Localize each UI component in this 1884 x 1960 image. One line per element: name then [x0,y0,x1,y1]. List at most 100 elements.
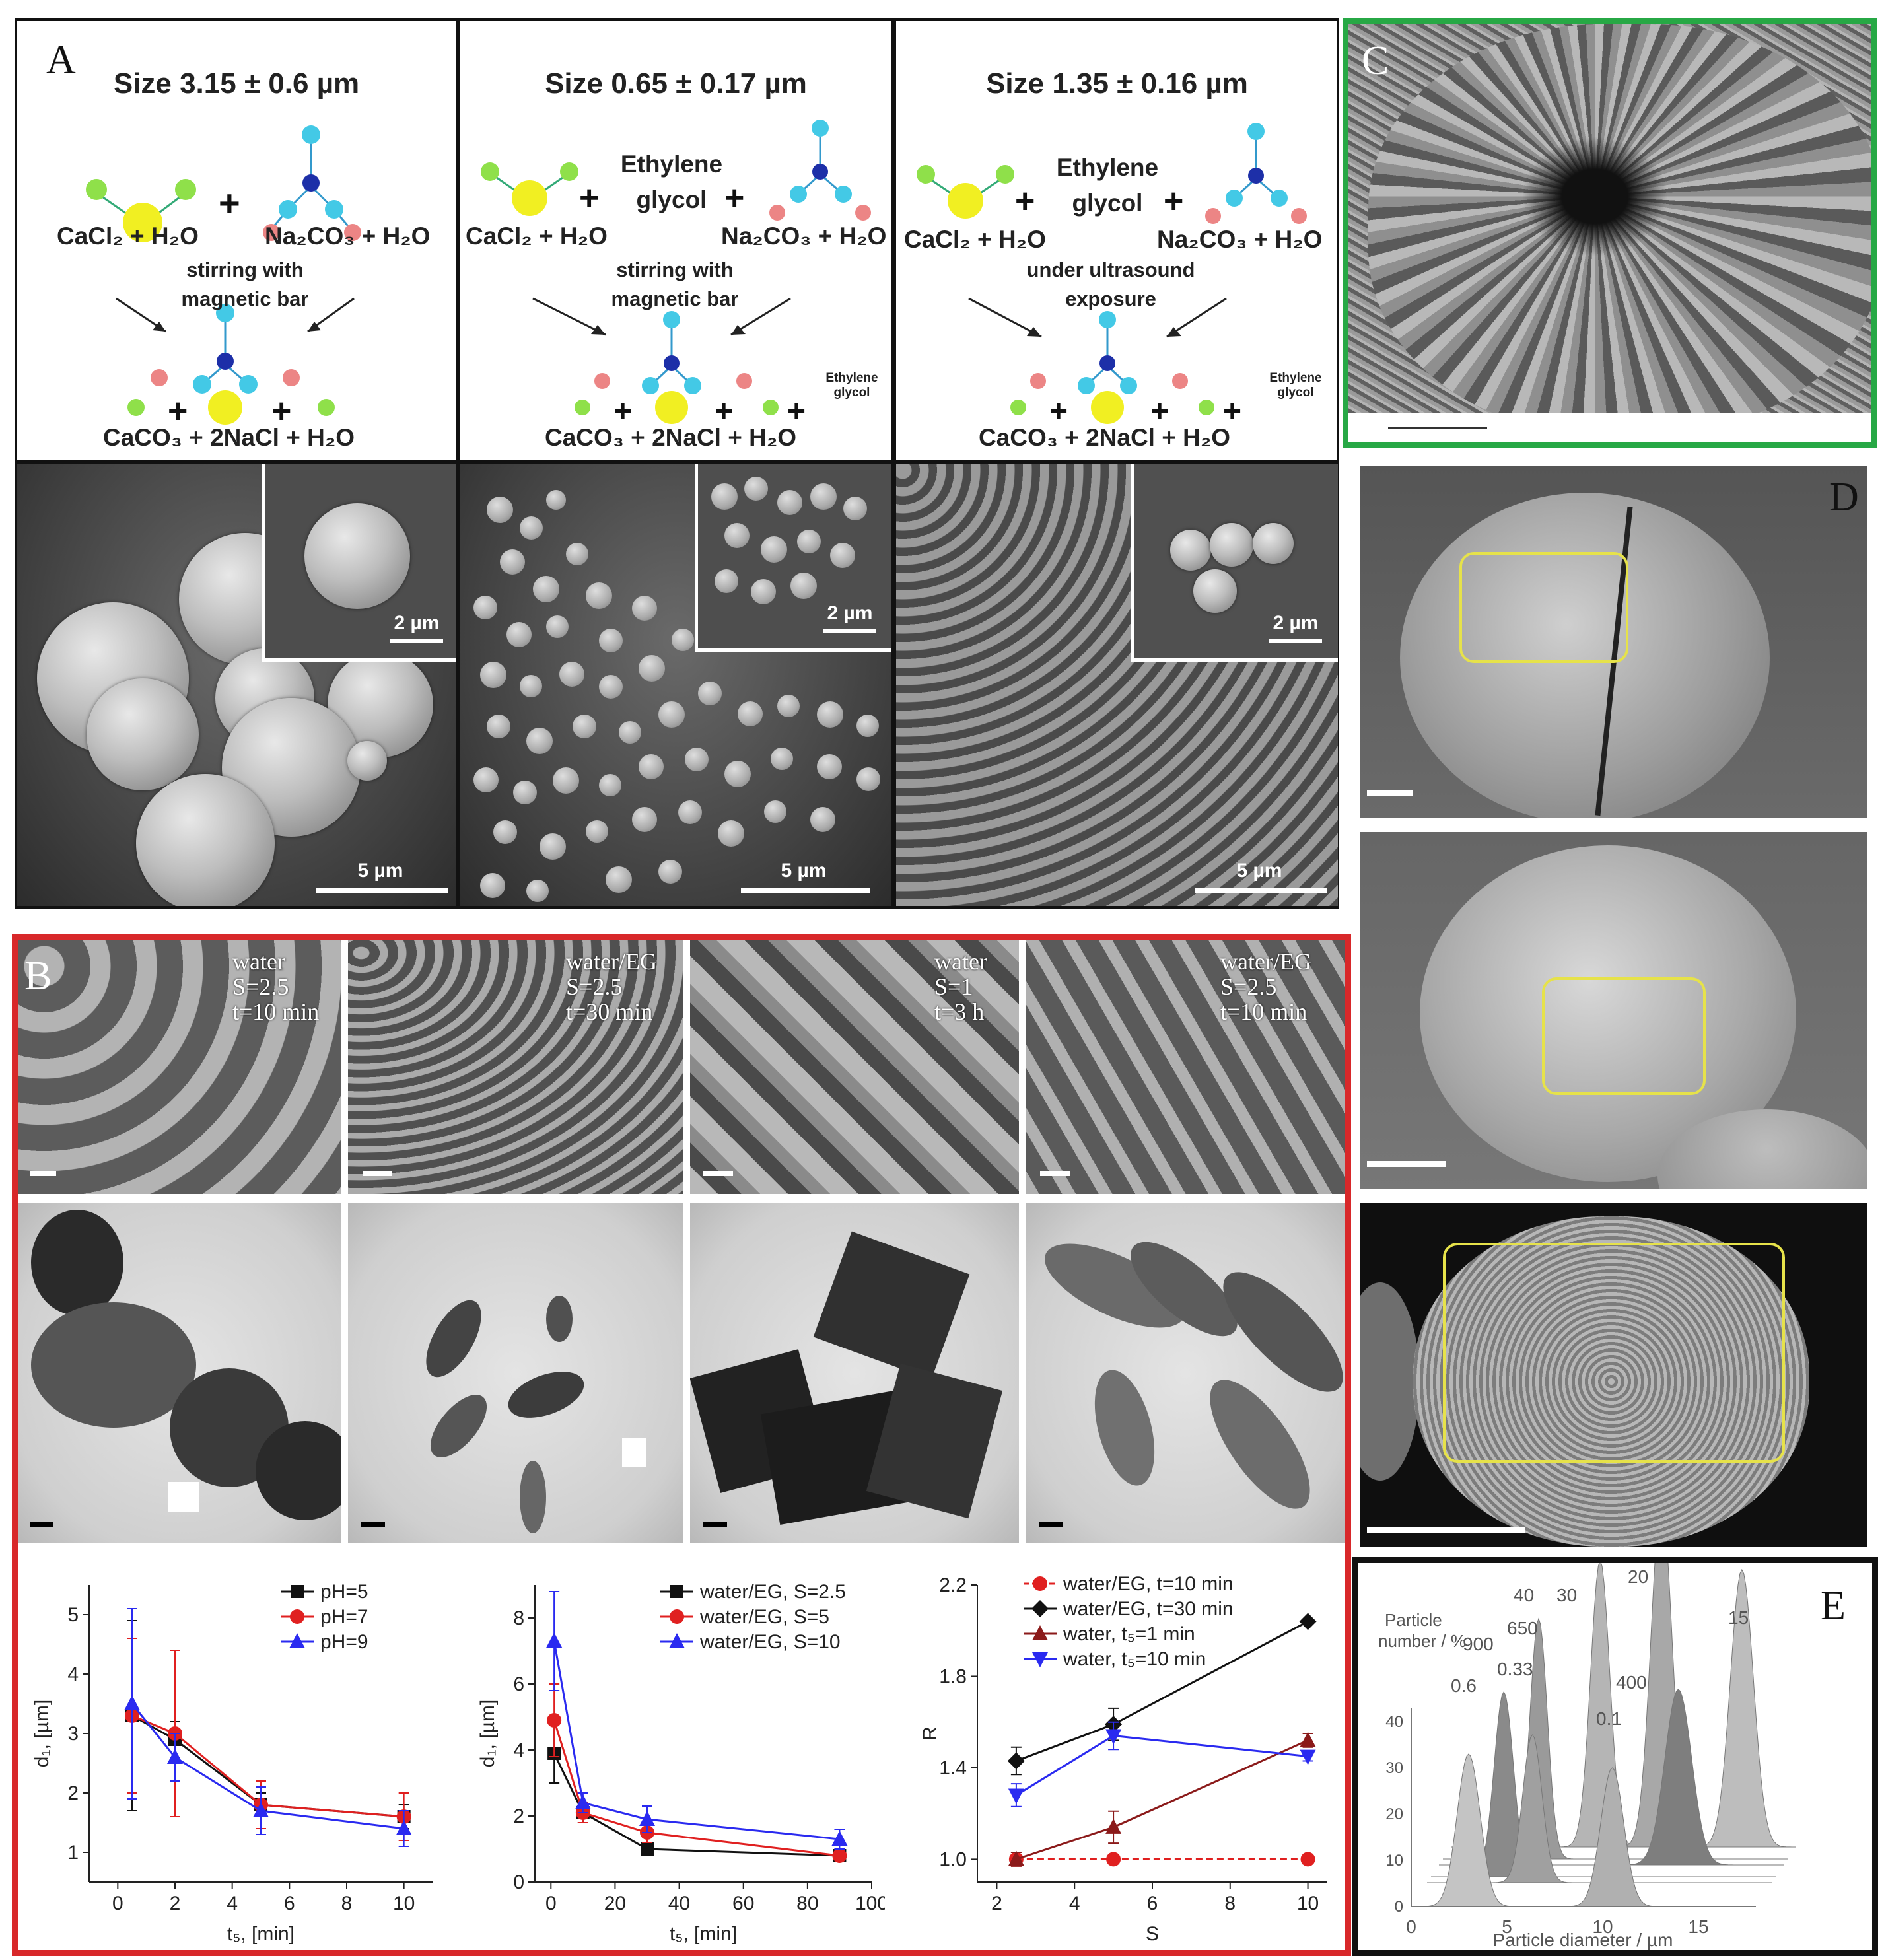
svg-text:+: + [1164,182,1183,221]
y-axis-label: R [919,1726,941,1741]
x-tick-label: 0 [1406,1916,1416,1937]
panel-d-image-1: D [1360,466,1867,818]
y-tick-label: 1.8 [939,1665,967,1687]
y-axis-label: d₁, [µm] [31,1700,53,1767]
x-tick-label: 2 [991,1893,1002,1914]
y-tick-label: 40 [1385,1713,1403,1731]
data-point [1007,1752,1025,1770]
x-tick-label: 10 [1592,1916,1613,1937]
panel-c-letter: C [1362,38,1389,83]
svg-text:+: + [1150,394,1169,429]
reactant-left: CaCl₂ + H₂O [57,223,199,250]
legend-label: water/EG, S=2.5 [699,1581,846,1603]
data-point [1299,1613,1317,1630]
x-tick-label: 80 [796,1893,818,1914]
supersaturation: S=2.5 [566,973,623,1000]
size-label: Size 1.35 ± 0.16 µm [986,67,1248,100]
time: t=10 min [232,998,320,1025]
svg-text:+: + [715,394,733,429]
panel-b-tem-4 [1026,1203,1345,1543]
y-tick-label: 1 [67,1842,79,1864]
inset-image: 2 µm [695,464,891,652]
data-point [290,1609,304,1624]
panel-b-tem-3 [690,1203,1019,1543]
x-tick-label: 60 [732,1893,754,1914]
x-tick-label: 8 [341,1893,353,1914]
series-line [131,1703,404,1830]
data-point [1300,1732,1316,1747]
divider [456,20,460,909]
condition-text: stirring with magnetic bar [181,258,309,310]
x-tick-label: 15 [1688,1916,1708,1937]
peak-label: 30 [1556,1585,1577,1605]
x-tick-label: 10 [393,1893,415,1914]
svg-text:+: + [579,179,599,217]
x-axis-label: t₅, [min] [670,1923,737,1945]
svg-text:+: + [219,182,240,224]
data-point [639,1811,655,1826]
y-axis-label: Particle [1385,1610,1442,1630]
panel-d-image-2 [1360,832,1867,1189]
data-point [575,1794,591,1809]
scale-bar [1269,639,1322,643]
chart-supersaturation: 0 20 40 60 80 100 0 2 4 6 8 t₅, [min] d₁, [µm] water/… [477,1581,885,1945]
data-point [1032,1625,1048,1640]
inset-image: 2 µm [262,464,456,662]
x-tick-label: 8 [1224,1893,1236,1914]
panel-b-letter: B [24,954,52,998]
data-point [1033,1576,1047,1591]
panel-b-tem-1 [18,1203,341,1543]
product-extra: Ethylene glycol [825,371,878,400]
y-axis-label: d₁, [µm] [477,1700,499,1767]
chart-size-distribution: 0 5 10 15 0 10 20 30 40 Particle diameter / µm Par… [1378,1563,1796,1950]
scale-label: 2 µm [827,602,873,624]
data-point [291,1585,304,1598]
condition-label: water S=2.5 t=10 min [232,949,319,1024]
series-line [553,1640,840,1840]
svg-text:+: + [271,392,291,431]
data-point [167,1749,183,1764]
data-point [669,1633,685,1648]
scale-label: 5 µm [1236,860,1282,882]
condition-label: water/EG S=2.5 t=10 min [1220,949,1311,1024]
time: t=30 min [566,998,653,1025]
y-tick-label: 5 [67,1604,79,1626]
panel-d-image-3 [1360,1203,1867,1547]
y-tick-label: 30 [1385,1759,1403,1777]
series-line [553,1720,840,1857]
svg-text:+: + [1015,182,1035,221]
peak-label: 400 [1616,1672,1647,1693]
svg-text:+: + [168,392,188,431]
legend-label: water/EG, t=10 min [1063,1573,1234,1595]
product-extra: Ethylene glycol [1269,371,1322,400]
x-tick-label: 40 [668,1893,690,1914]
product-text: CaCO₃ + 2NaCl + H₂O [979,424,1231,451]
reactant-left: CaCl₂ + H₂O [466,223,608,250]
data-point [289,1633,305,1648]
scale-label: 5 µm [357,860,403,882]
reactant-left: CaCl₂ + H₂O [904,226,1046,253]
supersaturation: S=1 [934,973,973,1000]
series-line [553,1753,840,1857]
data-point [1008,1850,1024,1866]
inset-image: 2 µm [1131,464,1338,662]
legend-label: water/EG, S=10 [699,1631,841,1653]
solvent: water [934,948,987,975]
condition-label: water S=1 t=3 h [934,949,987,1024]
time: t=10 min [1220,998,1308,1025]
peak-label: 40 [1514,1585,1534,1605]
data-point [396,1820,412,1835]
molecule-diagram: + + + + + [481,120,871,429]
y-tick-label: 4 [513,1739,524,1761]
y-tick-label: 1.4 [939,1757,967,1779]
condition-text: stirring with magnetic bar [611,258,739,310]
reaction-scheme-2: Size 0.65 ± 0.17 µm + + + + + Ethylene g… [460,21,891,460]
peak-label: 20 [1628,1566,1648,1587]
panel-b-sem-3: water S=1 t=3 h [690,940,1019,1194]
highlight-box [1443,1243,1785,1463]
data-point [253,1802,269,1817]
peak-label: 0.1 [1596,1708,1622,1729]
x-tick-label: 0 [545,1893,557,1914]
